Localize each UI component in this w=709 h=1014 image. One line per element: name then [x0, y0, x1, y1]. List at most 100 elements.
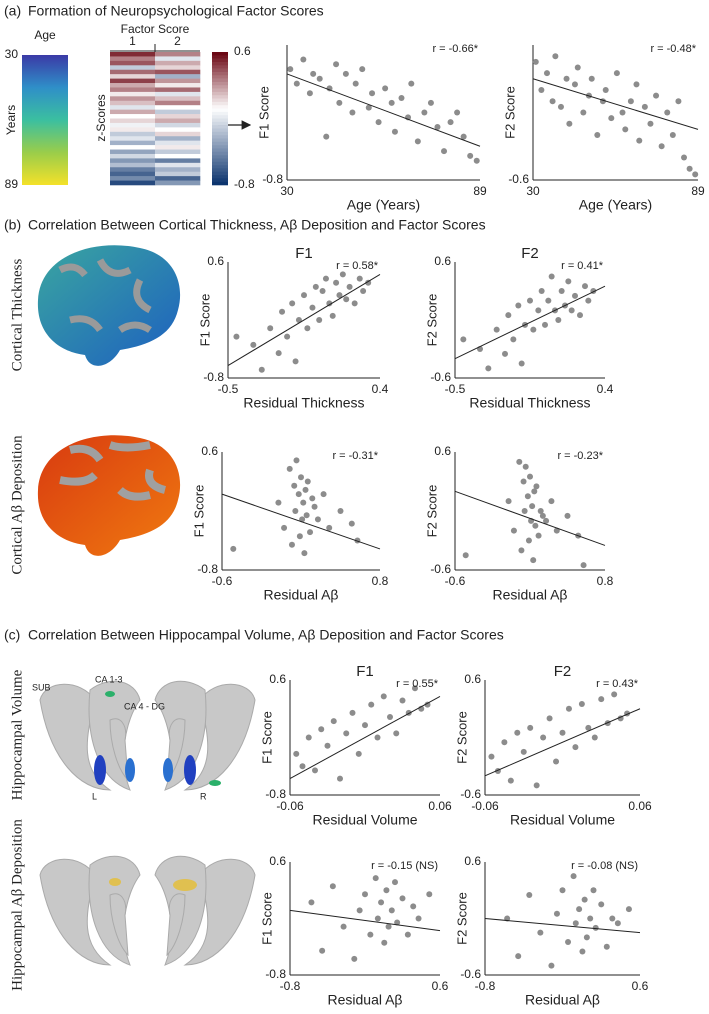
heatmap-cell — [110, 65, 156, 71]
heatmap-cell — [155, 140, 201, 146]
heatmap-cell — [110, 118, 156, 124]
point — [351, 955, 358, 962]
point — [287, 66, 294, 73]
colorbar-step — [212, 135, 228, 139]
y-tick-label: 0.6 — [269, 672, 286, 686]
point — [258, 366, 265, 373]
point — [382, 85, 389, 92]
point — [571, 81, 578, 88]
point — [548, 498, 555, 505]
y-axis-label: F1 Score — [259, 892, 274, 945]
point — [633, 81, 640, 88]
y-tick-label: -0.8 — [197, 562, 218, 576]
annotation: r = -0.15 (NS) — [371, 860, 438, 872]
point — [387, 713, 393, 720]
point — [539, 512, 546, 519]
heatmap-cell — [110, 56, 156, 62]
brain-thickness — [37, 245, 181, 366]
point — [563, 75, 570, 82]
point — [316, 75, 323, 82]
point — [342, 70, 349, 77]
point — [641, 103, 648, 110]
point — [658, 143, 665, 150]
row-label: Cortical Thickness — [9, 259, 25, 372]
point — [399, 895, 406, 902]
point — [525, 537, 532, 544]
heatmap-cell — [155, 167, 201, 172]
y-tick-label: 0.6 — [434, 254, 451, 268]
point — [587, 915, 594, 922]
point — [572, 292, 578, 299]
colorbar-step — [212, 75, 228, 79]
point — [311, 503, 318, 510]
heatmap-cell — [155, 96, 201, 102]
annotation: r = -0.48* — [650, 43, 696, 55]
point — [275, 499, 282, 506]
y-axis-label: F1 Score — [259, 711, 274, 764]
colorbar-step — [212, 85, 228, 89]
x-tick-label: 0.6 — [432, 979, 449, 993]
point — [514, 729, 521, 736]
point — [686, 165, 693, 172]
point — [374, 915, 381, 922]
hippocampus-amyloid — [39, 855, 256, 966]
point — [526, 891, 533, 898]
point — [581, 896, 588, 903]
heatmap-cell — [155, 131, 201, 137]
heatmap-cell — [110, 136, 156, 141]
brain-amyloid — [37, 435, 181, 556]
point — [576, 906, 583, 913]
point — [303, 512, 310, 519]
y-axis-label: F2 Score — [424, 485, 439, 538]
heatmap-cell — [155, 162, 201, 168]
point — [559, 729, 566, 736]
point — [540, 734, 547, 741]
heatmap-cell — [110, 171, 156, 177]
point — [675, 98, 682, 105]
heatmap-cell — [110, 105, 156, 110]
column-label: 2 — [174, 34, 181, 48]
heatmap-cell — [155, 114, 201, 119]
point — [360, 288, 367, 294]
point — [399, 697, 406, 704]
y-tick-label: 30 — [5, 47, 19, 61]
point — [392, 879, 398, 886]
annotation: r = -0.23* — [557, 450, 603, 462]
x-tick-label: 0.06 — [628, 799, 652, 813]
point — [312, 283, 319, 290]
colorbar-title: Age — [34, 28, 56, 42]
point — [330, 718, 337, 725]
point — [570, 873, 577, 880]
colorbar-step — [212, 121, 228, 126]
annotation: r = -0.08 (NS) — [571, 860, 638, 872]
colorbar-step — [212, 65, 228, 69]
y-tick-label: -0.8 — [265, 967, 286, 981]
point — [298, 474, 304, 481]
point — [314, 516, 321, 523]
heatmap-cell — [155, 105, 201, 110]
hippocampus-label: R — [200, 791, 207, 801]
point — [572, 920, 579, 927]
x-tick-label: -0.5 — [445, 382, 466, 396]
colorbar-step — [212, 138, 228, 143]
y-tick-label: 0.6 — [269, 854, 286, 868]
heatmap-cell — [110, 96, 156, 102]
point — [531, 488, 538, 495]
point — [351, 300, 358, 307]
point — [309, 495, 316, 502]
point — [291, 482, 298, 489]
point — [349, 109, 356, 116]
x-tick-label: 89 — [691, 184, 705, 198]
point — [537, 929, 544, 936]
hippocampus-label: CA 4 - DG — [124, 701, 165, 711]
point — [585, 297, 592, 304]
point — [295, 491, 302, 498]
heatmap-cell — [155, 65, 201, 71]
point — [460, 133, 467, 140]
point — [594, 132, 601, 138]
point — [230, 545, 237, 552]
point — [323, 133, 330, 140]
panel-title: Formation of Neuropsychological Factor S… — [28, 3, 324, 19]
point — [410, 903, 417, 910]
point — [578, 700, 585, 707]
